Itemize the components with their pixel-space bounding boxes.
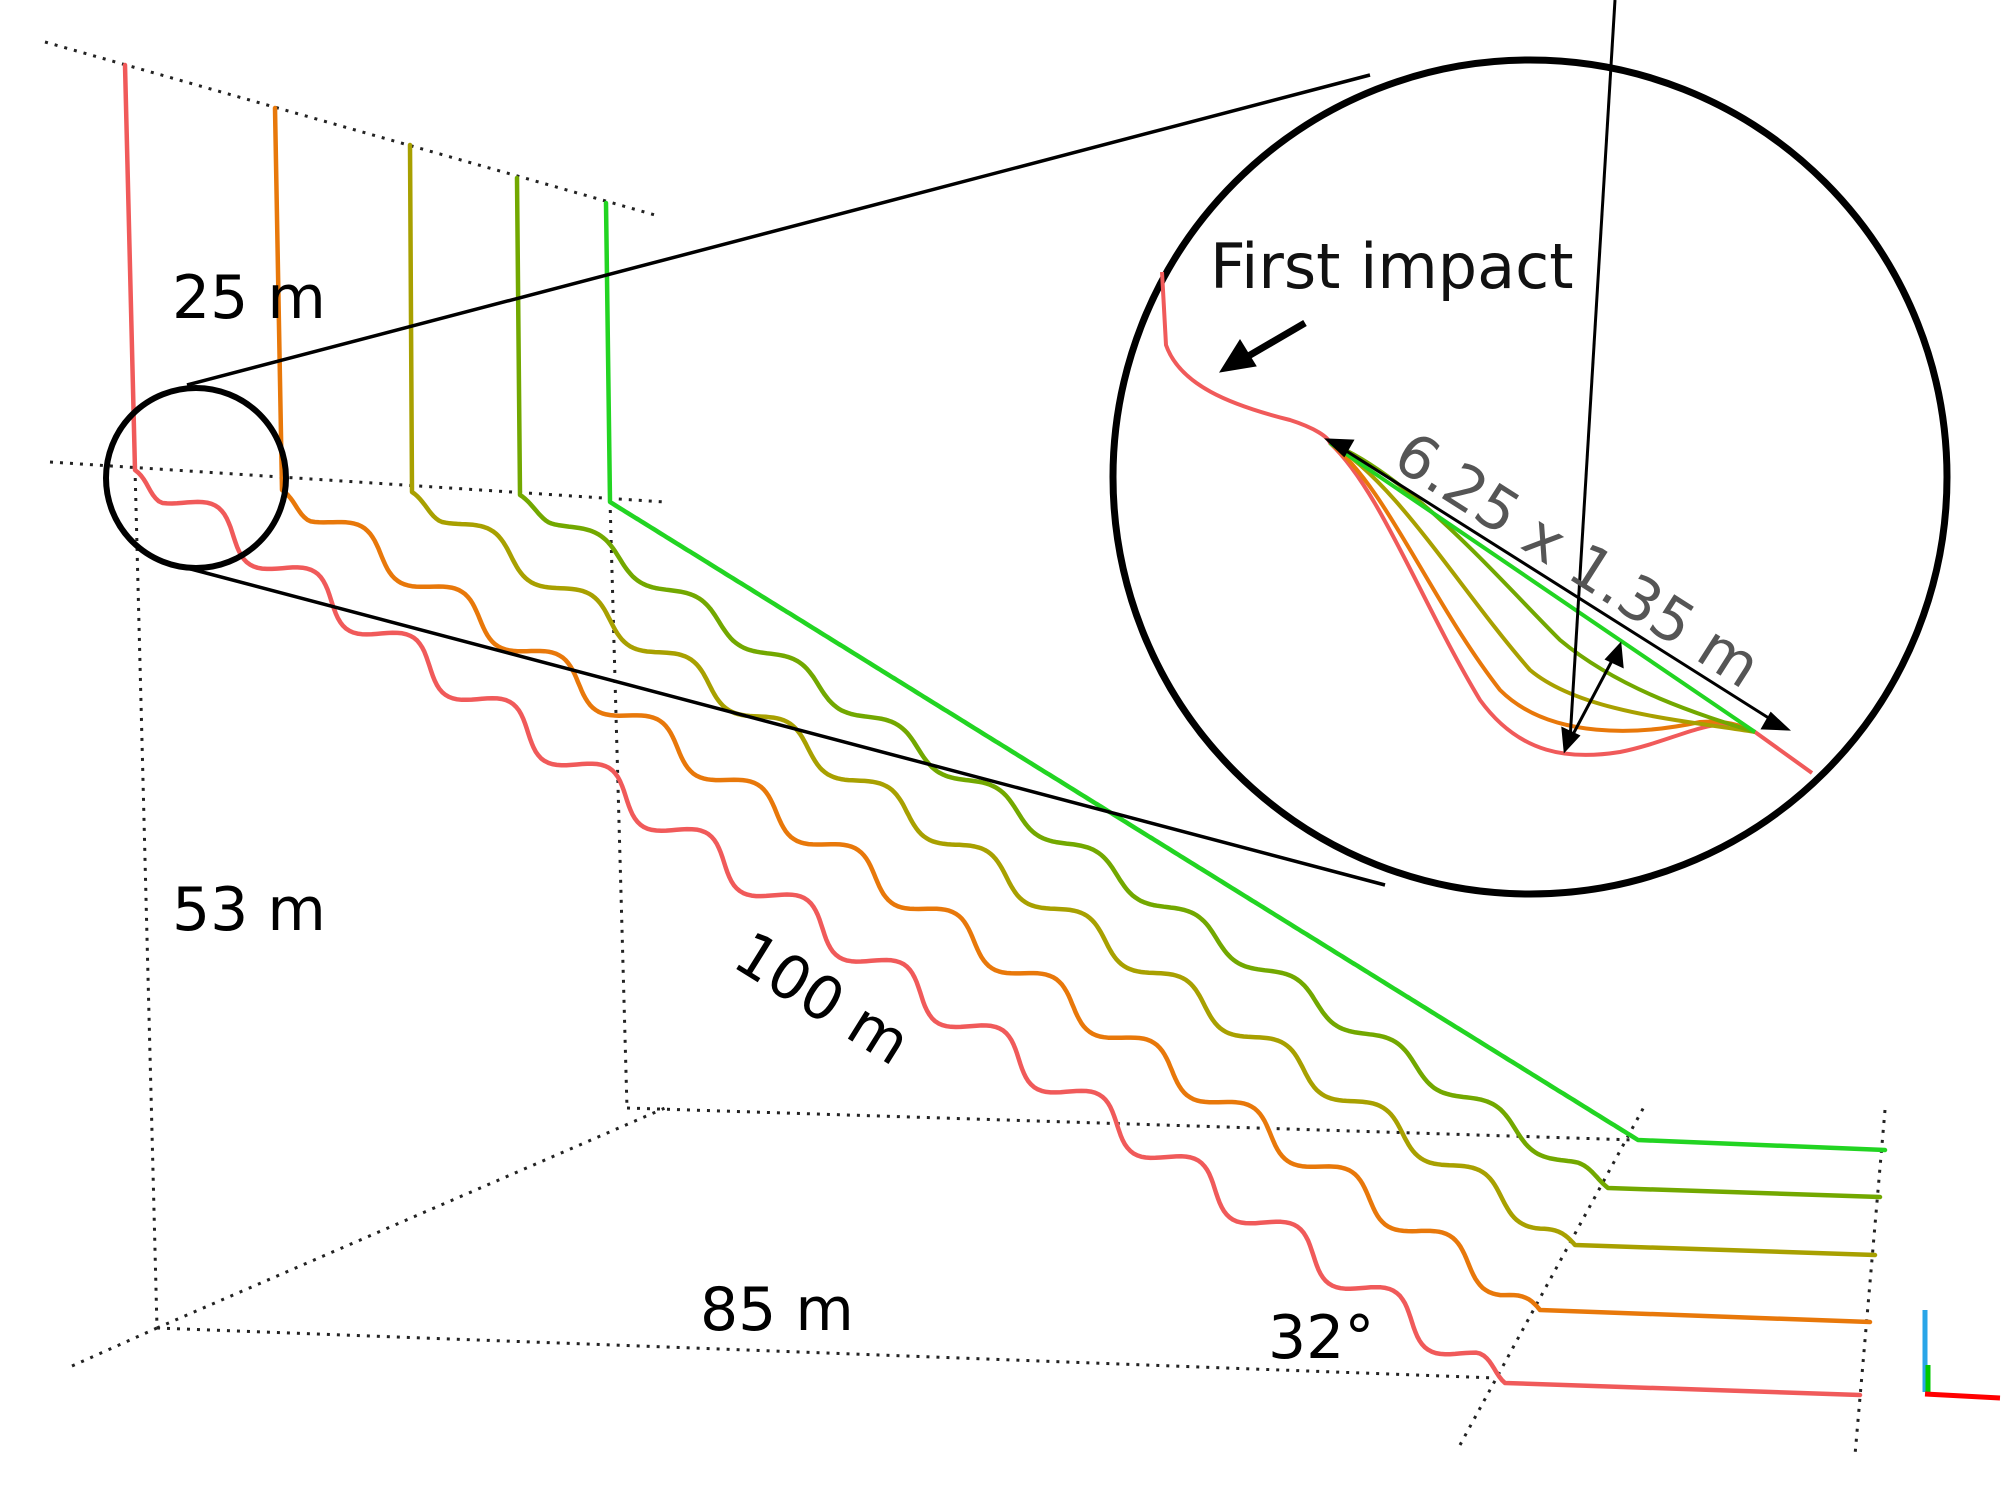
slope-length-label: 100 m <box>722 918 922 1079</box>
zoom-source-circle <box>103 385 289 571</box>
zoom-connector-bottom <box>186 566 1386 887</box>
first-impact-label: First impact <box>1210 230 1574 303</box>
profile-green <box>603 200 1888 1153</box>
base-back-line <box>626 1106 1636 1142</box>
zoom-profile-red <box>1160 271 1814 775</box>
top-height-label: 25 m <box>172 263 326 333</box>
zoom-connectors <box>186 73 1386 887</box>
vertical-back-line <box>608 499 629 1109</box>
xyz-axes-icon <box>1922 1310 2001 1401</box>
toe-line <box>1458 1104 1647 1446</box>
horizontal-length-label: 85 m <box>700 1275 854 1345</box>
zoom-inset-circle <box>1109 56 1951 898</box>
crest-line <box>49 460 666 504</box>
top-edge-line <box>44 40 656 217</box>
profile-yellow-green <box>514 175 1883 1200</box>
runout-end-line <box>1853 1109 1887 1456</box>
vertical-left-line <box>133 467 159 1329</box>
profile-orange <box>272 105 1873 1325</box>
zoom-length-arrow <box>1324 438 1791 731</box>
slope-angle-label: 32° <box>1268 1303 1374 1373</box>
profile-red <box>122 62 1863 1398</box>
zoom-profile-olive <box>1329 441 1756 734</box>
zoom-profile-orange <box>1328 441 1756 734</box>
zoom-depth-arrow <box>1561 0 1624 754</box>
base-diagonal-line <box>156 1106 666 1330</box>
profiles <box>122 62 1888 1398</box>
slope-height-label: 53 m <box>172 875 326 945</box>
profile-olive <box>407 142 1878 1258</box>
arrow-down-left-icon <box>1218 319 1307 373</box>
base-left-tick <box>71 1326 158 1368</box>
zoom-connector-top <box>186 73 1371 387</box>
zoom-inset: First impact 6.25 x 1.35 m <box>1109 0 1951 898</box>
zoom-profile-green <box>1328 441 1757 734</box>
construction-lines <box>44 40 1887 1456</box>
